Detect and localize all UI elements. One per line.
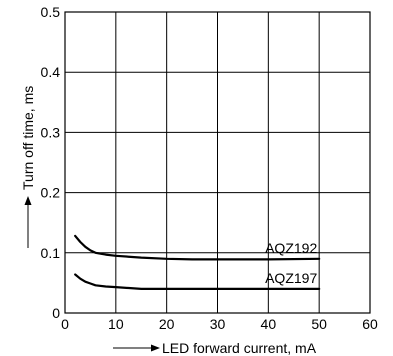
y-tick-label: 0.5	[41, 4, 61, 20]
series-labels: AQZ192 AQZ197	[265, 240, 317, 286]
y-axis-label: Turn off time, ms	[20, 86, 36, 190]
x-tick-label: 60	[362, 316, 378, 332]
y-axis-title: Turn off time, ms	[20, 86, 36, 248]
y-tick-label: 0	[52, 305, 60, 321]
y-tick-label: 0.1	[41, 245, 61, 261]
y-axis-arrowhead	[24, 196, 32, 205]
x-tick-label: 20	[159, 316, 175, 332]
x-tick-label: 50	[311, 316, 327, 332]
series-label-aqz197: AQZ197	[265, 270, 317, 286]
series-line-aqz192	[74, 234, 321, 261]
series-label-aqz192: AQZ192	[265, 240, 317, 256]
x-axis-arrowhead	[151, 344, 160, 352]
plot-frame	[64, 11, 371, 314]
y-tick-label: 0.2	[41, 185, 61, 201]
tick-labels: 0 10 20 30 40 50 60 0 0.1 0.2 0.3 0.4 0.5	[41, 4, 378, 332]
grid	[65, 12, 370, 313]
series-lines	[74, 234, 321, 290]
x-axis-title: LED forward current, mA	[113, 340, 317, 356]
x-tick-label: 10	[108, 316, 124, 332]
series-line-aqz197	[74, 273, 321, 290]
x-tick-label: 40	[261, 316, 277, 332]
x-tick-label: 30	[210, 316, 226, 332]
y-tick-label: 0.3	[41, 124, 61, 140]
y-tick-label: 0.4	[41, 64, 61, 80]
x-tick-label: 0	[61, 316, 69, 332]
x-axis-label: LED forward current, mA	[162, 340, 317, 356]
